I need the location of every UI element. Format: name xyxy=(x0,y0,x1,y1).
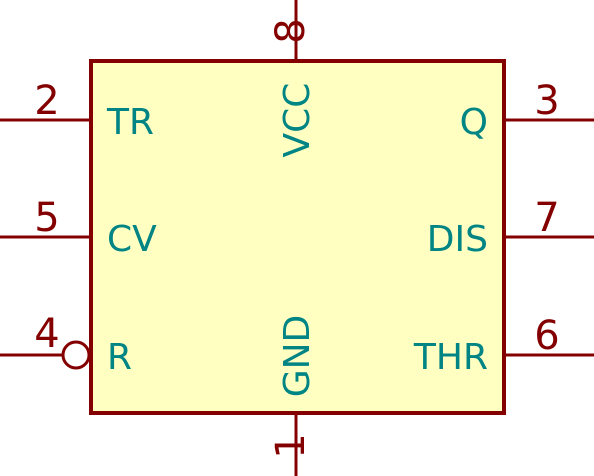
pin-2-number: 2 xyxy=(34,78,59,124)
pin-3-number: 3 xyxy=(534,78,559,124)
pin-6-number: 6 xyxy=(534,313,559,359)
pin-1-number: 1 xyxy=(268,433,314,458)
pin-7-name: DIS xyxy=(427,219,488,260)
pin-3-name: Q xyxy=(460,102,488,143)
pin-4-name: R xyxy=(107,337,132,378)
pin-8-number: 8 xyxy=(268,18,314,43)
pin-5-name: CV xyxy=(107,219,157,260)
component-body xyxy=(89,59,506,415)
pin-8-name: VCC xyxy=(277,83,318,158)
pin-2-name: TR xyxy=(106,102,154,143)
pin-7-number: 7 xyxy=(534,195,559,241)
pin-4-number: 4 xyxy=(34,311,59,357)
pin-6-name: THR xyxy=(413,337,488,378)
pin-4-inversion-bubble xyxy=(61,340,91,370)
pin-5-number: 5 xyxy=(34,195,59,241)
pin-1-name: GND xyxy=(277,315,318,398)
